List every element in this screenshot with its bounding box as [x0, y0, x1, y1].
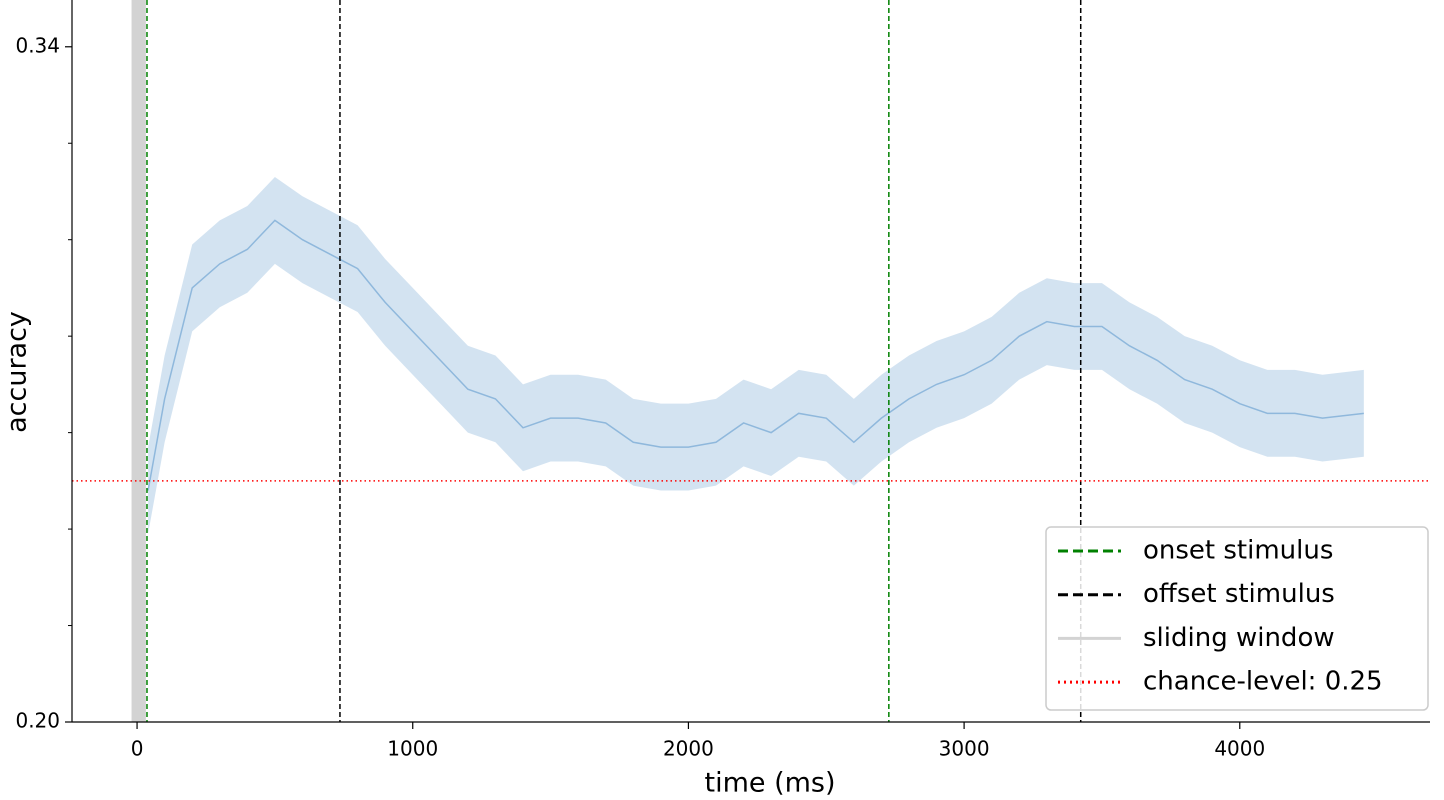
x-tick-label: 2000: [663, 737, 714, 761]
legend-label: onset stimulus: [1143, 536, 1333, 566]
legend: onset stimulus offset stimulus sliding win…: [1045, 526, 1429, 711]
x-tick-label: 0: [131, 737, 144, 761]
legend-label: offset stimulus: [1143, 579, 1335, 609]
y-tick-label: 0.20: [15, 709, 60, 733]
y-axis-label: accuracy: [2, 311, 33, 433]
x-tick-label: 3000: [939, 737, 990, 761]
y-tick-label: 0.34: [15, 33, 60, 57]
confidence-band: [148, 177, 1364, 534]
x-tick-label: 1000: [387, 737, 438, 761]
x-tick-label: 4000: [1214, 737, 1265, 761]
x-axis-label: time (ms): [704, 768, 835, 799]
legend-box: [1045, 526, 1429, 711]
sliding-window: [131, 0, 146, 722]
legend-label: sliding window: [1143, 623, 1335, 653]
legend-label: chance-level: 0.25: [1143, 667, 1383, 697]
